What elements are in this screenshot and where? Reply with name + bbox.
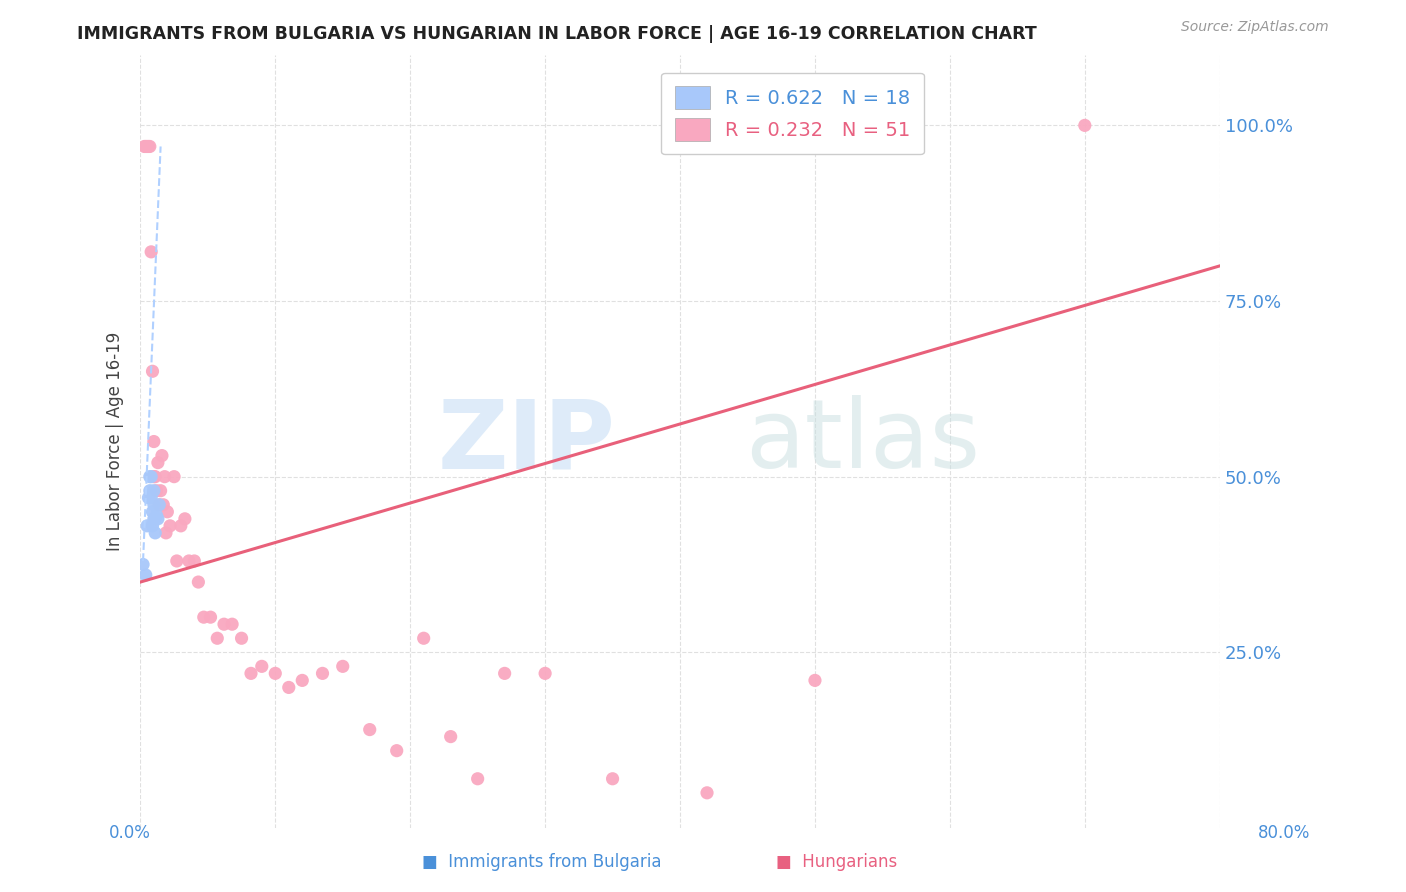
Point [332, 659, 354, 673]
Point [166, 554, 188, 568]
Legend: R = 0.622   N = 18, R = 0.232   N = 51: R = 0.622 N = 18, R = 0.232 N = 51 [661, 72, 924, 154]
Y-axis label: In Labor Force | Age 16-19: In Labor Force | Age 16-19 [107, 332, 124, 551]
Point [135, 568, 157, 582]
Point [146, 456, 169, 470]
Text: 0.0%: 0.0% [108, 824, 150, 842]
Point [142, 498, 165, 512]
Text: ■  Hungarians: ■ Hungarians [776, 853, 897, 871]
Point [141, 244, 163, 259]
Point [359, 723, 381, 737]
Point [142, 434, 165, 449]
Point [149, 483, 172, 498]
Point [231, 632, 253, 646]
Point [311, 666, 333, 681]
Point [250, 659, 273, 673]
Point [142, 512, 165, 526]
Point [136, 139, 159, 153]
Text: Source: ZipAtlas.com: Source: ZipAtlas.com [1181, 20, 1329, 34]
Text: atlas: atlas [745, 395, 980, 488]
Point [134, 139, 156, 153]
Point [135, 139, 157, 153]
Point [264, 666, 287, 681]
Point [153, 469, 176, 483]
Point [139, 139, 162, 153]
Point [467, 772, 489, 786]
Point [696, 786, 718, 800]
Point [221, 617, 243, 632]
Point [200, 610, 222, 624]
Text: ■  Immigrants from Bulgaria: ■ Immigrants from Bulgaria [422, 853, 661, 871]
Point [412, 632, 434, 646]
Text: 80.0%: 80.0% [1257, 824, 1310, 842]
Point [187, 575, 209, 590]
Point [193, 610, 215, 624]
Point [155, 525, 177, 540]
Point [159, 519, 181, 533]
Point [183, 554, 205, 568]
Point [138, 491, 160, 505]
Point [150, 449, 173, 463]
Point [142, 483, 165, 498]
Point [163, 469, 186, 483]
Point [145, 508, 167, 523]
Point [141, 491, 163, 505]
Point [277, 681, 299, 695]
Point [804, 673, 827, 688]
Point [494, 666, 516, 681]
Point [148, 498, 170, 512]
Point [138, 139, 160, 153]
Point [132, 558, 155, 572]
Point [145, 483, 167, 498]
Point [440, 730, 463, 744]
Point [136, 519, 159, 533]
Point [602, 772, 624, 786]
Point [240, 666, 263, 681]
Point [139, 469, 162, 483]
Point [141, 364, 163, 378]
Point [142, 469, 165, 483]
Text: IMMIGRANTS FROM BULGARIA VS HUNGARIAN IN LABOR FORCE | AGE 16-19 CORRELATION CHA: IMMIGRANTS FROM BULGARIA VS HUNGARIAN IN… [77, 25, 1038, 43]
Point [385, 744, 408, 758]
Point [139, 483, 162, 498]
Point [141, 505, 163, 519]
Point [534, 666, 557, 681]
Point [143, 469, 166, 483]
Text: ZIP: ZIP [437, 395, 616, 488]
Point [170, 519, 193, 533]
Point [148, 498, 170, 512]
Point [141, 469, 163, 483]
Point [207, 632, 229, 646]
Point [143, 525, 166, 540]
Point [212, 617, 235, 632]
Point [156, 505, 179, 519]
Point [146, 512, 169, 526]
Point [173, 512, 195, 526]
Point [152, 498, 174, 512]
Point [291, 673, 314, 688]
Point [143, 512, 166, 526]
Point [141, 519, 163, 533]
Point [1074, 119, 1097, 133]
Point [177, 554, 200, 568]
